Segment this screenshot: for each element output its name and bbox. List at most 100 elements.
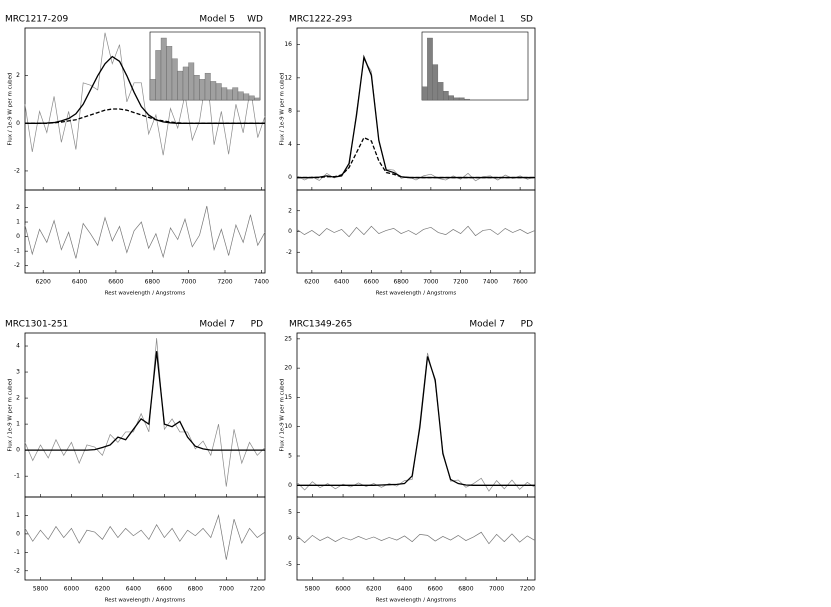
x-tick-label: 6800 <box>145 279 160 286</box>
residual-line <box>24 205 266 259</box>
x-tick-label: 6400 <box>334 279 349 286</box>
model-label: Model 7 <box>469 320 505 330</box>
x-tick-label: 7000 <box>219 586 234 593</box>
residual-tick-label: 0 <box>16 530 20 537</box>
residual-line <box>296 531 536 545</box>
residual-tick-label: 0 <box>16 233 20 240</box>
class-label: SD <box>520 15 533 25</box>
y-tick-label: 12 <box>284 74 292 81</box>
residual-line <box>24 514 266 560</box>
residual-tick-label: -2 <box>14 567 20 574</box>
inset-bar <box>248 95 255 101</box>
inset-bar <box>443 90 449 101</box>
y-tick-label: 8 <box>288 108 292 115</box>
y-tick-label: 16 <box>284 41 292 48</box>
inset-bar <box>188 62 195 101</box>
x-tick-label: 6000 <box>335 586 350 593</box>
residual-tick-label: -1 <box>14 549 20 556</box>
x-tick-label: 6400 <box>72 279 87 286</box>
panel-title: MRC1222-293 <box>289 15 352 25</box>
model-label: Model 1 <box>469 15 505 25</box>
inset-bar <box>458 97 465 101</box>
x-tick-label: 5800 <box>305 586 320 593</box>
x-tick-label: 6200 <box>366 586 381 593</box>
y-tick-label: 0 <box>16 120 20 127</box>
inset-bar <box>453 97 460 101</box>
spectrum-line <box>24 32 266 156</box>
residual-tick-label: 1 <box>16 512 20 519</box>
class-label: PD <box>521 320 533 330</box>
x-tick-label: 6600 <box>364 279 379 286</box>
inset-bar <box>226 89 233 101</box>
x-tick-label: 6400 <box>126 586 141 593</box>
y-tick-label: -2 <box>14 167 20 174</box>
residual-tick-label: 0 <box>288 228 292 235</box>
x-tick-label: 7200 <box>217 279 232 286</box>
spectrum-line <box>24 338 266 487</box>
residual-tick-label: -1 <box>14 248 20 255</box>
plot-frame <box>24 332 266 498</box>
x-tick-label: 6200 <box>304 279 319 286</box>
residual-line <box>296 225 536 238</box>
x-tick-label: 6200 <box>95 586 110 593</box>
y-tick-label: 20 <box>284 365 292 372</box>
residual-frame <box>24 496 266 581</box>
inset-bar <box>215 83 222 101</box>
y-axis-label: Flux / 1e-9 W per m cubed <box>280 73 286 146</box>
y-tick-label: 1 <box>16 421 20 428</box>
inset-bar <box>193 75 200 101</box>
x-tick-label: 7000 <box>423 279 438 286</box>
y-tick-label: 2 <box>16 72 20 79</box>
x-tick-label: 6600 <box>428 586 443 593</box>
model-line <box>297 356 535 486</box>
x-axis-label: Rest wavelength / Angstroms <box>105 291 186 297</box>
residual-tick-label: 2 <box>288 207 292 214</box>
model-label: Model 7 <box>199 320 235 330</box>
panel-title: MRC1217-209 <box>5 15 68 25</box>
x-tick-label: 7000 <box>489 586 504 593</box>
inset-bar <box>464 98 470 101</box>
component-line <box>297 136 535 179</box>
inset-bar <box>160 37 167 101</box>
x-tick-label: 7200 <box>453 279 468 286</box>
model-label: Model 5 <box>199 15 235 25</box>
inset-bar <box>177 70 184 101</box>
y-tick-label: 3 <box>16 369 20 376</box>
inset-bar <box>237 91 244 101</box>
inset-bar <box>171 58 178 101</box>
y-tick-label: 4 <box>288 141 292 148</box>
residual-tick-label: 5 <box>288 509 292 516</box>
x-tick-label: 5800 <box>33 586 48 593</box>
residual-tick-label: 1 <box>16 219 20 226</box>
x-tick-label: 6200 <box>36 279 51 286</box>
inset-bar <box>204 72 211 101</box>
spectrum-line <box>296 352 536 492</box>
panel-title: MRC1349-265 <box>289 320 352 330</box>
inset-bar <box>427 37 433 101</box>
inset-bar <box>149 79 156 101</box>
y-tick-label: 0 <box>288 174 292 181</box>
x-axis-label: Rest wavelength / Angstroms <box>105 598 186 604</box>
x-tick-label: 6000 <box>64 586 79 593</box>
y-tick-label: 0 <box>288 482 292 489</box>
x-tick-label: 7400 <box>254 279 269 286</box>
x-tick-label: 6800 <box>393 279 408 286</box>
residual-tick-label: 2 <box>16 204 20 211</box>
class-label: WD <box>247 15 263 25</box>
x-tick-label: 6800 <box>458 586 473 593</box>
y-tick-label: 5 <box>288 453 292 460</box>
x-axis-label: Rest wavelength / Angstroms <box>376 291 457 297</box>
inset-bar <box>432 64 439 101</box>
residual-tick-label: -5 <box>286 561 292 568</box>
y-tick-label: 2 <box>16 395 20 402</box>
plot-frame <box>296 332 536 498</box>
inset-bar <box>448 95 454 101</box>
inset-bar <box>182 66 189 101</box>
inset-bar <box>210 81 217 101</box>
model-line <box>25 55 265 124</box>
panel-title: MRC1301-251 <box>5 320 68 330</box>
inset-bar <box>421 86 428 101</box>
component-line <box>25 108 265 124</box>
